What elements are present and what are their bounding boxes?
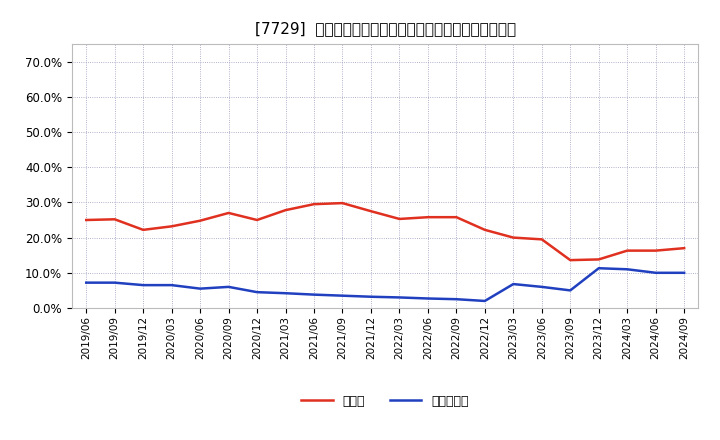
有利子負債 bbox=[310, 292, 318, 297]
有利子負債 bbox=[395, 295, 404, 300]
現頲金 bbox=[82, 217, 91, 223]
有利子負債 bbox=[452, 297, 461, 302]
有利子負債 bbox=[167, 282, 176, 288]
有利子負債 bbox=[366, 294, 375, 299]
有利子負債 bbox=[509, 282, 518, 287]
有利子負債 bbox=[110, 280, 119, 285]
現頲金 bbox=[310, 202, 318, 207]
Legend: 現頲金, 有利子負債: 現頲金, 有利子負債 bbox=[297, 390, 474, 413]
現頲金 bbox=[452, 215, 461, 220]
Line: 有利子負債: 有利子負債 bbox=[86, 268, 684, 301]
現頲金 bbox=[480, 227, 489, 232]
有利子負債 bbox=[680, 270, 688, 275]
現頲金 bbox=[595, 257, 603, 262]
有利子負債 bbox=[282, 290, 290, 296]
有利子負債 bbox=[338, 293, 347, 298]
有利子負債 bbox=[537, 284, 546, 290]
現頲金 bbox=[652, 248, 660, 253]
現頲金 bbox=[338, 201, 347, 206]
有利子負債 bbox=[566, 288, 575, 293]
現頲金 bbox=[366, 209, 375, 214]
現頲金 bbox=[282, 208, 290, 213]
有利子負債 bbox=[480, 298, 489, 304]
Line: 現頲金: 現頲金 bbox=[86, 203, 684, 260]
現頲金 bbox=[509, 235, 518, 240]
現頲金 bbox=[395, 216, 404, 222]
現頲金 bbox=[566, 257, 575, 263]
現頲金 bbox=[537, 237, 546, 242]
現頲金 bbox=[167, 224, 176, 229]
有利子負債 bbox=[253, 290, 261, 295]
現頲金 bbox=[139, 227, 148, 232]
有利子負債 bbox=[652, 270, 660, 275]
有利子負債 bbox=[423, 296, 432, 301]
現頲金 bbox=[623, 248, 631, 253]
現頲金 bbox=[423, 215, 432, 220]
有利子負債 bbox=[196, 286, 204, 291]
有利子負債 bbox=[595, 266, 603, 271]
現頲金 bbox=[253, 217, 261, 223]
有利子負債 bbox=[82, 280, 91, 285]
現頲金 bbox=[110, 216, 119, 222]
有利子負債 bbox=[623, 267, 631, 272]
有利子負債 bbox=[225, 284, 233, 290]
有利子負債 bbox=[139, 282, 148, 288]
Title: [7729]  現頲金、有利子負債の総資産に対する比率の推移: [7729] 現頲金、有利子負債の総資産に対する比率の推移 bbox=[255, 21, 516, 36]
現頲金 bbox=[680, 246, 688, 251]
現頲金 bbox=[225, 210, 233, 216]
現頲金 bbox=[196, 218, 204, 224]
